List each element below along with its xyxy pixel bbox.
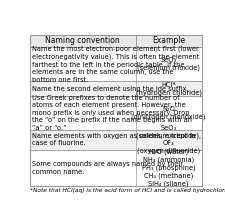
Bar bbox=[135, 96, 202, 129]
Text: N₂O
(dinitrogen monoxide): N₂O (dinitrogen monoxide) bbox=[131, 106, 206, 120]
Text: HCl*
(hydrogen chloride): HCl* (hydrogen chloride) bbox=[136, 82, 202, 96]
Bar bbox=[135, 129, 202, 150]
Text: Example: Example bbox=[152, 37, 185, 45]
Text: Naming convention: Naming convention bbox=[45, 37, 120, 45]
Bar bbox=[135, 150, 202, 186]
Bar bbox=[30, 129, 135, 150]
Bar bbox=[30, 150, 135, 186]
Text: Name the second element using the ide suffix.: Name the second element using the ide su… bbox=[32, 86, 189, 92]
Bar bbox=[30, 81, 135, 96]
Bar bbox=[30, 96, 135, 129]
Bar bbox=[135, 81, 202, 96]
Bar bbox=[135, 47, 202, 81]
Bar bbox=[135, 35, 202, 47]
Text: Name the most electron-poor element first (lower
electronegativity value). This : Name the most electron-poor element firs… bbox=[32, 46, 199, 83]
Text: Name elements with oxygen as oxides, except in
case of fluorine.: Name elements with oxygen as oxides, exc… bbox=[32, 133, 196, 146]
Text: SeO₃
(selenium trioxide),
OF₃
(oxygen difluoride): SeO₃ (selenium trioxide), OF₃ (oxygen di… bbox=[136, 125, 201, 154]
Text: H₂O (water)
NH₃ (ammonia)
PH₃ (phosphine)
CH₄ (methane)
SiH₄ (silane): H₂O (water) NH₃ (ammonia) PH₃ (phosphine… bbox=[142, 149, 196, 187]
Text: *Note that HCl(aq) is the acid form of HCl and is called hydrochloric acid.: *Note that HCl(aq) is the acid form of H… bbox=[30, 188, 225, 193]
Text: SeO₃
(selenium trioxide): SeO₃ (selenium trioxide) bbox=[137, 57, 200, 71]
Bar bbox=[30, 35, 135, 47]
Text: Use Greek prefixes to denote the number of
atoms of each element present. Howeve: Use Greek prefixes to denote the number … bbox=[32, 95, 192, 131]
Text: Some compounds are always named by their
common name.: Some compounds are always named by their… bbox=[32, 161, 183, 175]
Bar bbox=[30, 47, 135, 81]
